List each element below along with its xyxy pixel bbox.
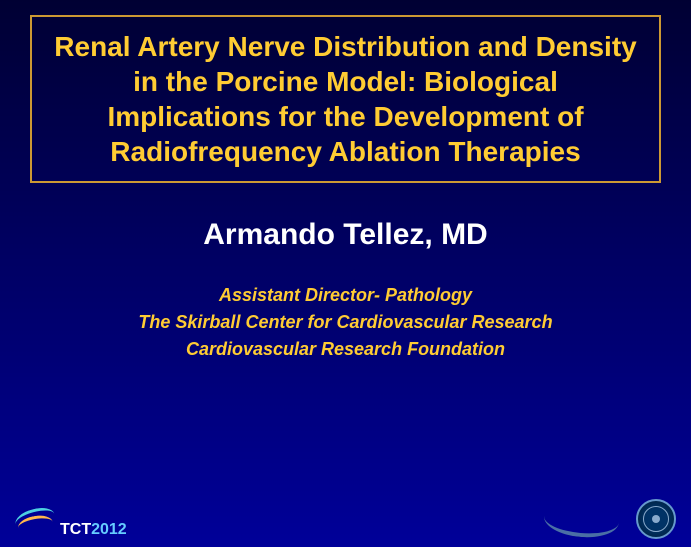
organization-logo-icon: [636, 499, 676, 539]
conference-name: TCT: [60, 521, 91, 538]
presenter-name: Armando Tellez, MD: [0, 218, 691, 252]
affiliation-line-1: Assistant Director- Pathology: [0, 282, 691, 309]
swoosh-icon: [544, 502, 624, 537]
slide-title: Renal Artery Nerve Distribution and Dens…: [52, 29, 639, 169]
conference-label: TCT2012: [60, 521, 127, 539]
conference-year: 2012: [91, 521, 127, 538]
affiliation-line-3: Cardiovascular Research Foundation: [0, 336, 691, 363]
affiliation-block: Assistant Director- Pathology The Skirba…: [0, 282, 691, 363]
footer-right: [544, 499, 676, 539]
title-box: Renal Artery Nerve Distribution and Dens…: [30, 15, 661, 183]
footer: TCT2012: [0, 492, 691, 547]
affiliation-line-2: The Skirball Center for Cardiovascular R…: [0, 309, 691, 336]
wave-icon: [15, 504, 60, 539]
footer-left: TCT2012: [15, 504, 127, 539]
